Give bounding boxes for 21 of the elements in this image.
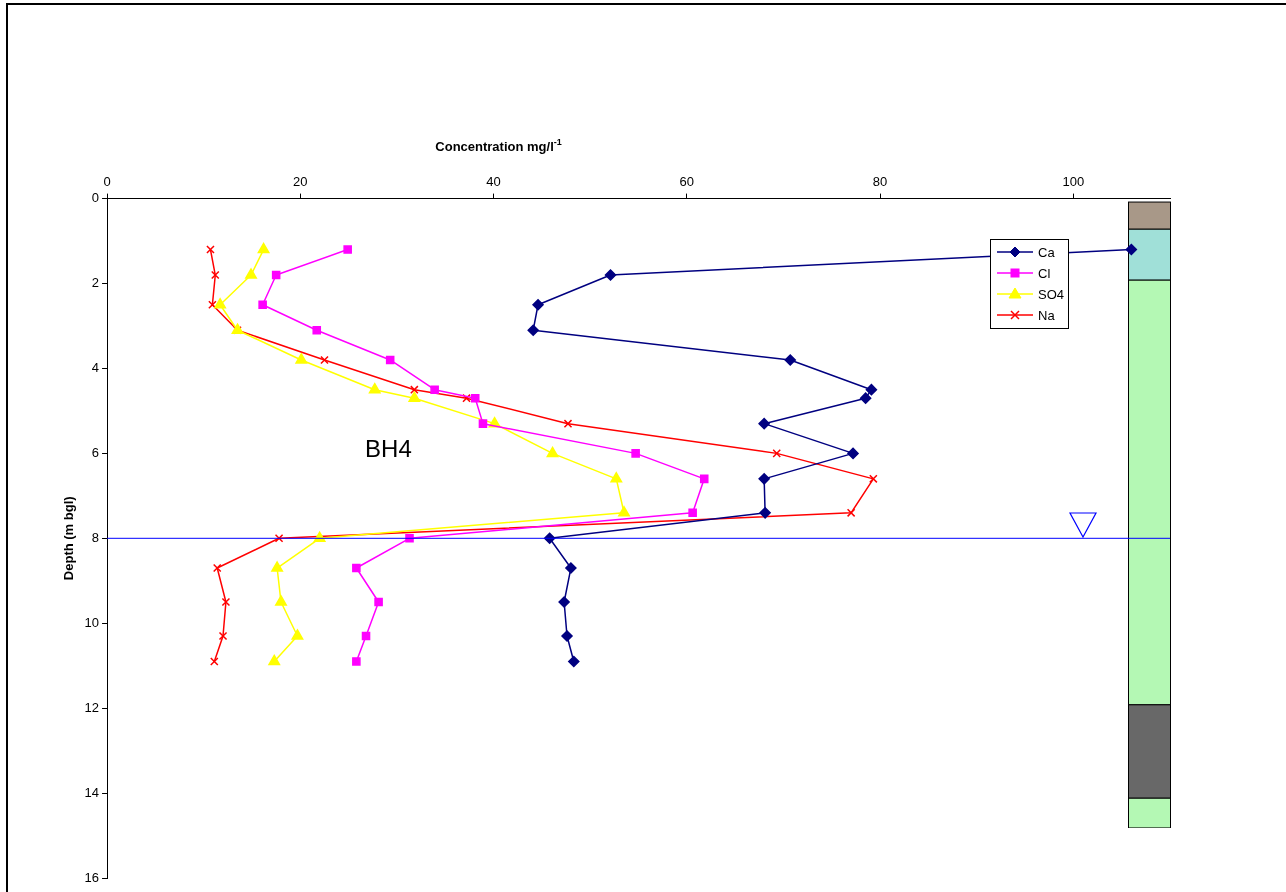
x-tick-label: 80 [872,174,888,190]
legend-label: SO4 [1038,286,1065,302]
x-tick-label: 60 [679,174,695,190]
y-tick-label: 0 [91,190,100,206]
y-tick-label: 16 [84,869,100,885]
legend-label: Na [1038,307,1055,323]
x-tick-label: 40 [486,174,501,190]
y-tick-label: 12 [84,699,100,715]
y-tick-label: 10 [84,614,100,630]
legend-label: Cl [1038,265,1051,281]
annotation: BH4 [365,435,412,463]
y-tick-label: 6 [91,444,100,460]
y-tick-label: 2 [91,275,100,291]
y-tick-label: 8 [91,529,100,545]
y-axis-title: Depth (m bgl) [61,496,77,581]
y-tick-label: 14 [84,784,100,800]
x-tick-label: 0 [103,174,111,190]
legend-label: Ca [1038,244,1055,260]
x-tick-label: 20 [293,174,308,190]
x-tick-label: 100 [1062,174,1085,190]
y-tick-label: 4 [91,360,100,376]
